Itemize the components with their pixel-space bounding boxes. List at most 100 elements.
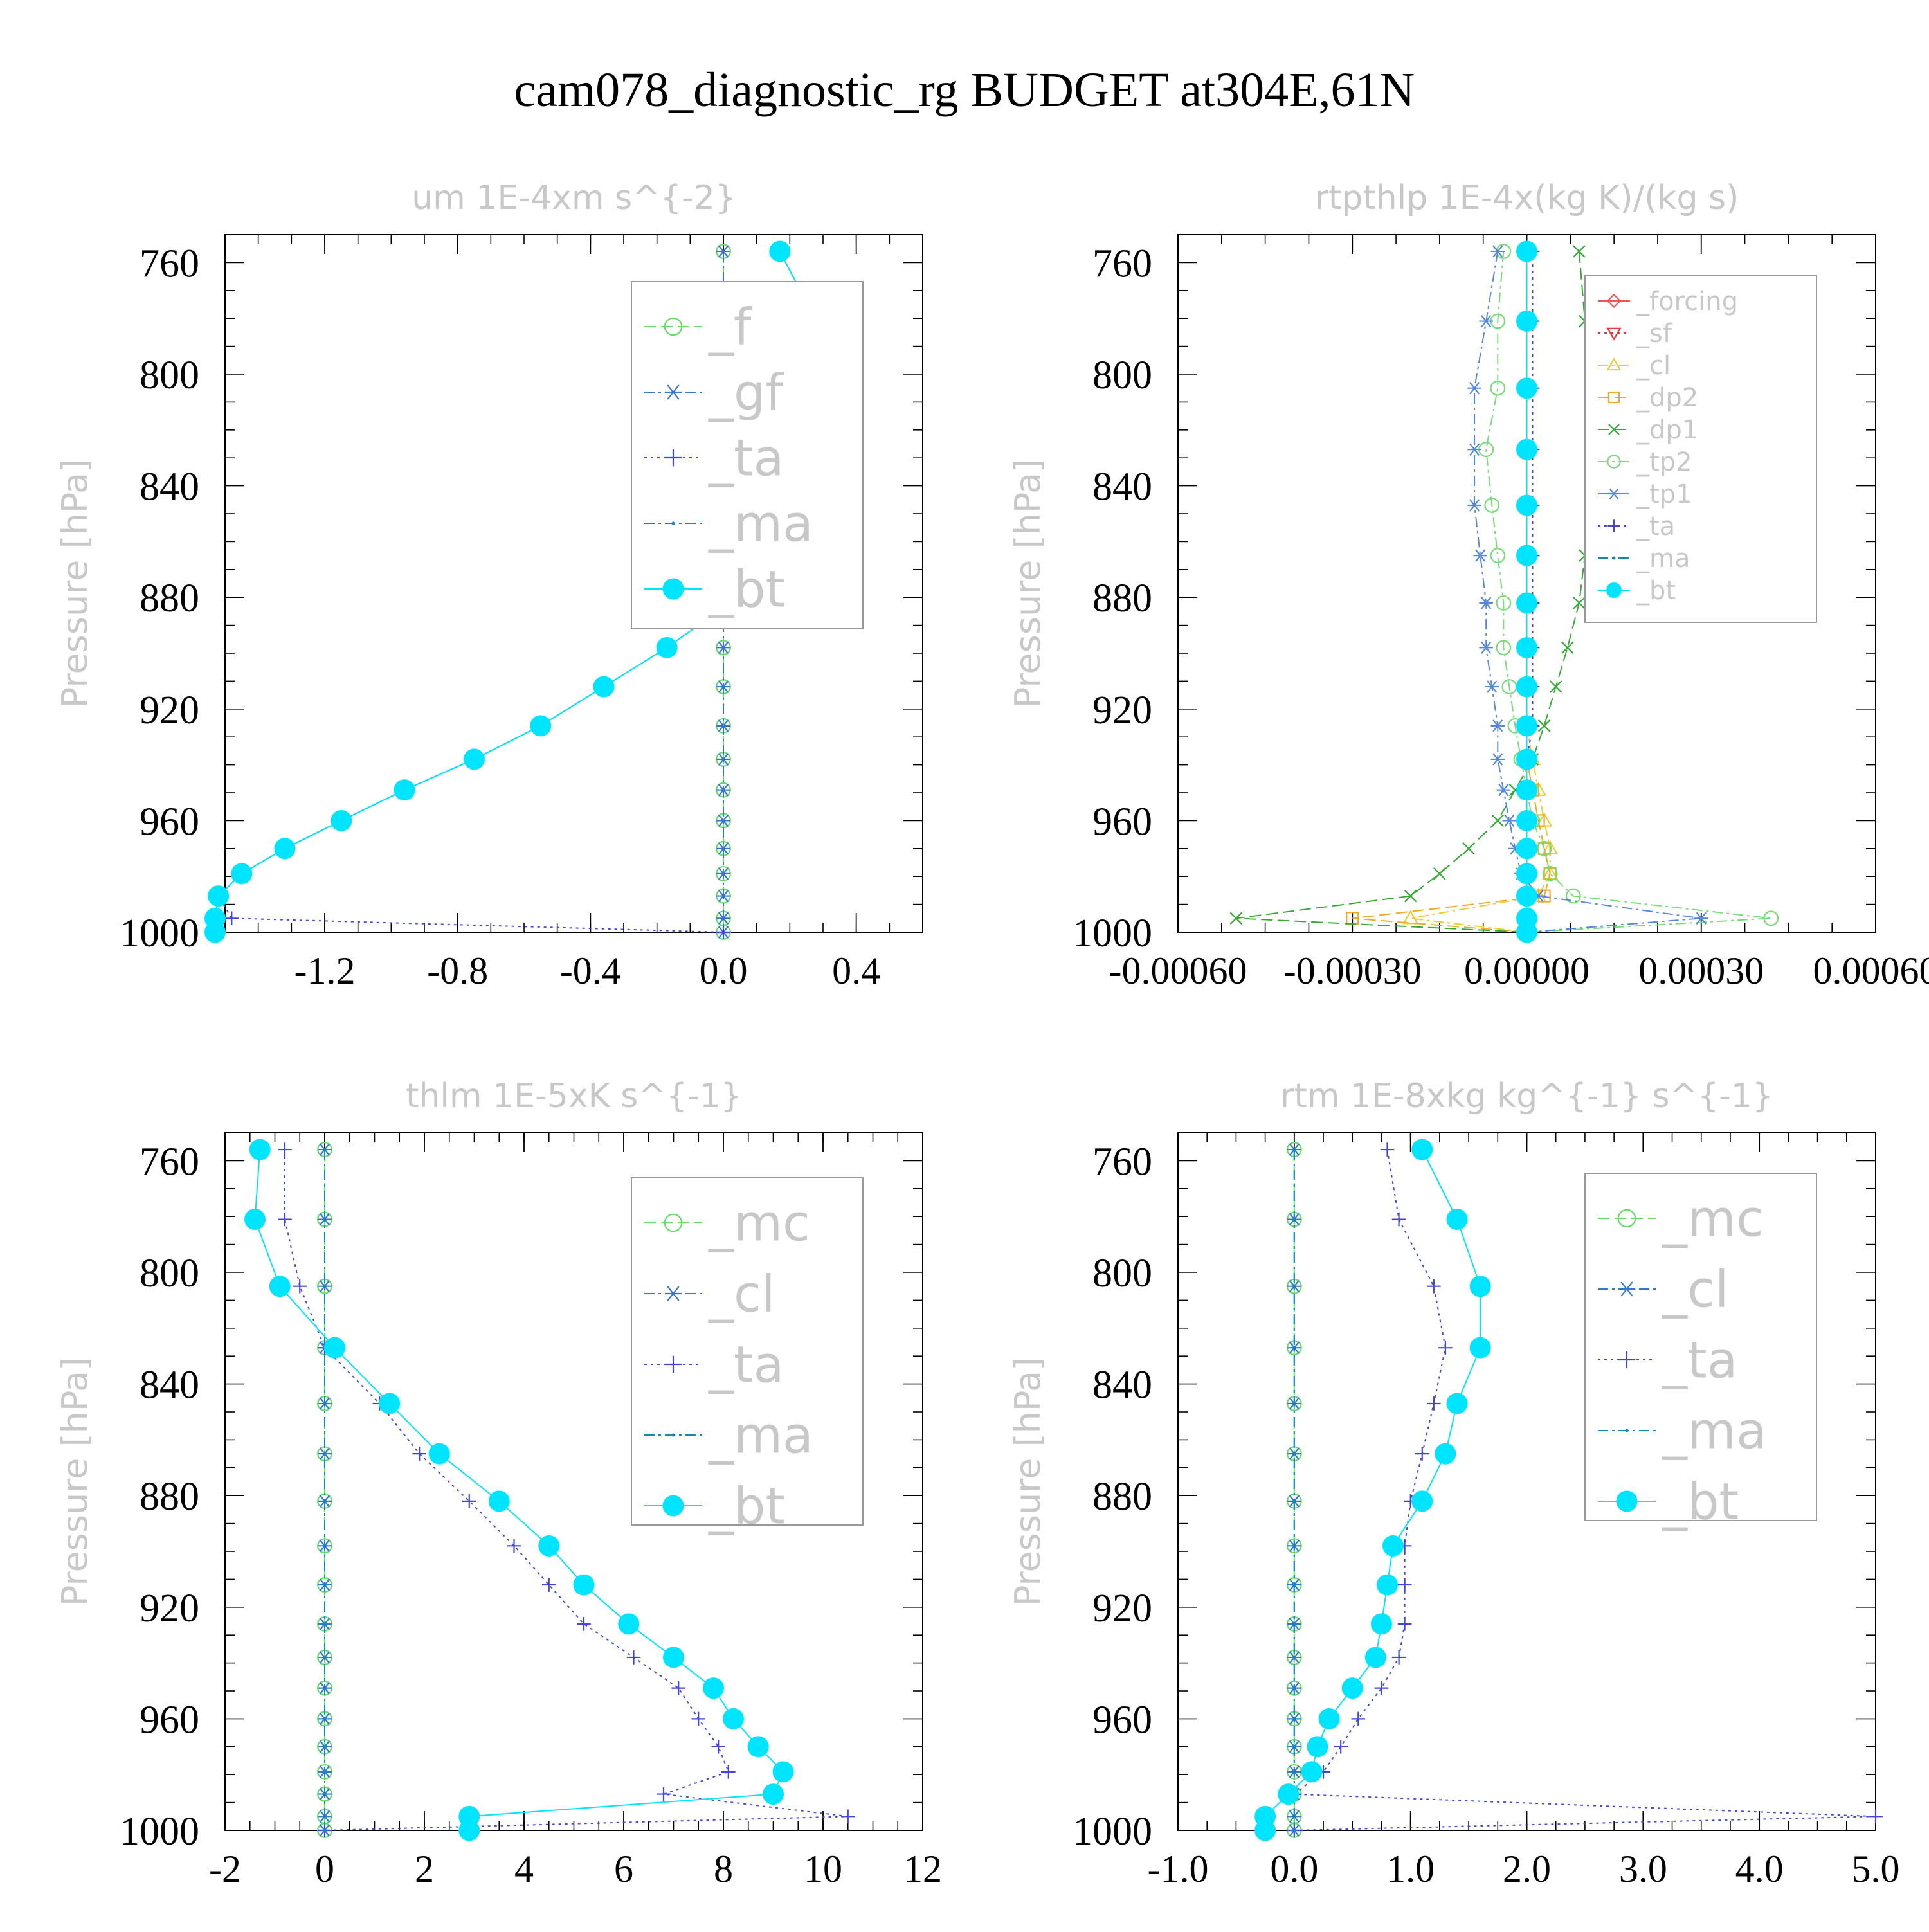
chart-title: thlm 1E-5xK s^{-1} — [406, 1077, 742, 1115]
y-tick-label: 1000 — [1073, 912, 1152, 955]
legend-label: _dp2 — [1636, 383, 1698, 413]
x-tick-label: 8 — [714, 1848, 733, 1890]
data-point-bt — [574, 1575, 595, 1596]
data-point-ma — [323, 1686, 327, 1690]
data-point-ta — [1375, 1681, 1389, 1695]
data-point-ma — [1292, 1402, 1296, 1405]
data-point-ta — [278, 1142, 292, 1157]
y-tick-label: 920 — [1092, 689, 1152, 732]
legend-marker — [663, 1495, 684, 1517]
y-tick-label: 880 — [140, 577, 199, 620]
data-point-ma — [1292, 1285, 1296, 1288]
data-point-bt — [1470, 1276, 1491, 1297]
y-tick-label: 760 — [1092, 242, 1152, 285]
data-point-ta — [841, 1810, 855, 1824]
data-point-ma — [323, 1829, 327, 1832]
data-point-ta — [225, 912, 239, 926]
data-point-bt — [208, 885, 229, 907]
legend-label: _mc — [708, 1195, 810, 1252]
data-point-bt — [1516, 748, 1537, 770]
chart-title: rtm 1E-8xkg kg^{-1} s^{-1} — [1280, 1077, 1773, 1115]
data-point-ma — [1292, 1584, 1296, 1587]
data-point-ma — [323, 1218, 327, 1221]
data-point-ta — [278, 1213, 292, 1227]
data-point-ma — [1292, 1544, 1296, 1548]
legend-label: _cl — [1662, 1261, 1729, 1319]
x-tick-label: 0 — [315, 1848, 334, 1890]
data-point-ma — [323, 1544, 327, 1548]
data-point-ma — [323, 1656, 327, 1659]
y-tick-label: 880 — [1092, 1475, 1152, 1519]
legend-label: _sf — [1636, 319, 1672, 348]
data-point-ta — [671, 1681, 685, 1695]
page-title: cam078_diagnostic_rg BUDGET at304E,61N — [514, 63, 1415, 117]
legend-label: _gf — [708, 364, 784, 422]
legend-label: _ta — [1636, 512, 1675, 541]
y-tick-label: 960 — [1092, 800, 1152, 844]
chart-panel-4: rtm 1E-8xkg kg^{-1} s^{-1} Pressure [hPa]… — [1008, 1077, 1900, 1890]
legend: _f_gf_ta_ma_bt — [631, 282, 863, 629]
data-point-ma — [1292, 1452, 1296, 1456]
data-point-dp1 — [1463, 843, 1474, 854]
y-tick-label: 1000 — [1073, 1810, 1152, 1854]
data-point-ma — [323, 1402, 327, 1405]
legend-label: _bt — [708, 1477, 785, 1535]
data-point-bt — [429, 1443, 450, 1465]
legend-label: _bt — [1636, 576, 1676, 606]
data-point-bt — [1307, 1736, 1328, 1757]
data-point-bt — [1516, 439, 1537, 460]
y-tick-label: 880 — [140, 1475, 199, 1519]
data-point-bt — [1516, 311, 1537, 332]
legend-label: _ma — [1636, 544, 1690, 573]
y-tick-label: 960 — [140, 1698, 199, 1742]
data-point-ma — [1292, 1148, 1296, 1151]
data-point-dp1 — [1573, 597, 1585, 609]
data-point-ta — [542, 1578, 556, 1592]
data-point-ta — [1398, 1617, 1412, 1631]
data-point-bt — [1411, 1139, 1433, 1160]
legend-marker — [672, 1434, 675, 1437]
y-tick-label: 800 — [140, 1252, 199, 1296]
data-point-bt — [1516, 637, 1537, 658]
data-point-bt — [231, 863, 252, 884]
y-axis-label: Pressure [hPa] — [1008, 1357, 1048, 1606]
data-point-ta — [1415, 1447, 1429, 1461]
legend: _mc_cl_ta_ma_bt — [631, 1178, 863, 1535]
data-point-bt — [618, 1613, 639, 1634]
data-point-ma — [323, 1148, 327, 1151]
legend-label: _dp1 — [1636, 415, 1698, 445]
data-point-ma — [1292, 1745, 1296, 1748]
y-tick-label: 800 — [1092, 354, 1152, 397]
data-point-ta — [1392, 1213, 1406, 1227]
data-point-ta — [691, 1712, 705, 1726]
data-point-bt — [663, 1647, 684, 1668]
y-tick-label: 960 — [140, 800, 199, 844]
data-point-tp1 — [1497, 784, 1511, 796]
data-point-ta — [1398, 1578, 1412, 1592]
data-point-ma — [1292, 1656, 1296, 1659]
x-tick-label: 2.0 — [1503, 1848, 1551, 1890]
data-point-bt — [1516, 810, 1537, 831]
data-point-ta — [711, 1740, 725, 1754]
y-tick-label: 840 — [1092, 1364, 1152, 1407]
y-axis-label: Pressure [hPa] — [55, 1357, 95, 1606]
data-point-ta — [1869, 1810, 1883, 1824]
data-point-ta — [1427, 1279, 1441, 1294]
data-point-bt — [464, 748, 485, 770]
x-tick-label: 2 — [415, 1848, 434, 1890]
data-point-bt — [458, 1820, 480, 1841]
legend-box — [1585, 275, 1816, 622]
legend-label: _ta — [708, 1336, 784, 1394]
data-point-bt — [1435, 1443, 1456, 1465]
x-tick-label: 5.0 — [1852, 1848, 1900, 1890]
data-point-bt — [249, 1139, 271, 1160]
x-tick-label: -0.8 — [427, 950, 488, 992]
chart-title: um 1E-4xm s^{-2} — [412, 179, 736, 217]
x-tick-label: -2 — [209, 1848, 241, 1890]
legend-label: _f — [708, 298, 752, 356]
x-tick-label: -0.00060 — [1109, 950, 1247, 992]
data-point-ma — [1292, 1686, 1296, 1690]
data-point-ma — [1292, 1499, 1296, 1503]
y-tick-label: 760 — [140, 1140, 199, 1184]
data-point-bt — [379, 1393, 400, 1414]
